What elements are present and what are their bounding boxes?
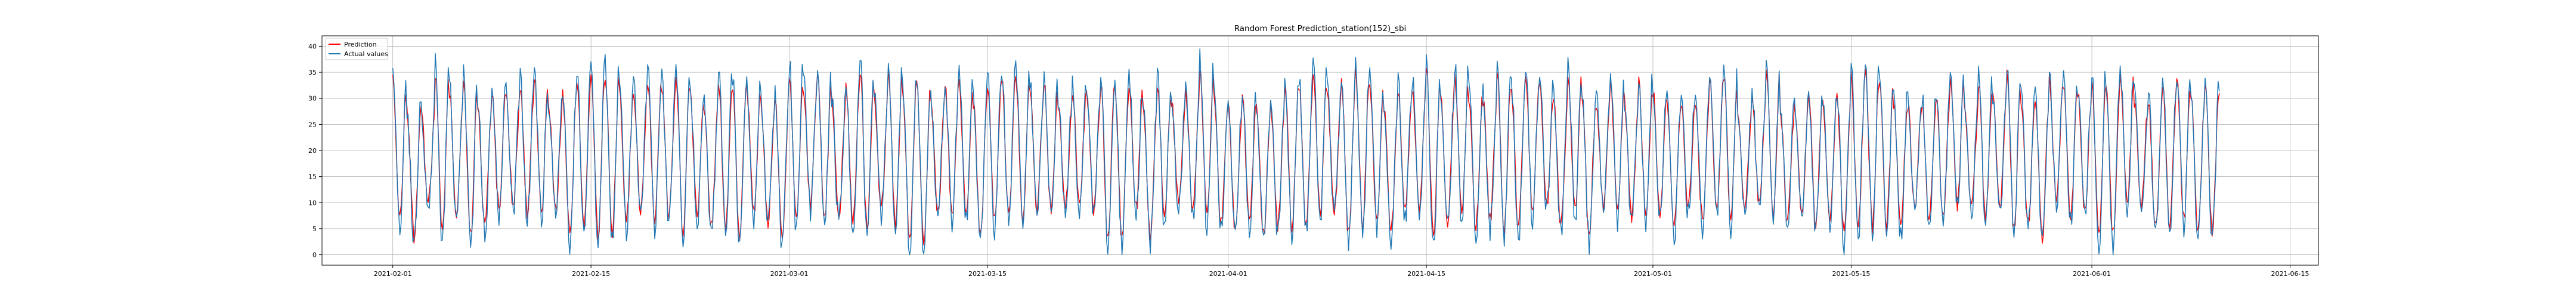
- legend-label-actual-values: Actual values: [344, 50, 388, 58]
- x-tick-label: 2021-03-01: [770, 270, 809, 278]
- y-tick-label: 30: [308, 95, 317, 103]
- y-tick-label: 20: [308, 147, 317, 155]
- y-tick-label: 35: [308, 69, 317, 76]
- y-tick-label: 0: [312, 251, 317, 259]
- x-tick-label: 2021-03-15: [968, 270, 1007, 278]
- legend-box: [325, 38, 388, 60]
- y-tick-label: 5: [312, 225, 317, 233]
- legend: Prediction Actual values: [325, 38, 388, 60]
- chart-title: Random Forest Prediction_station(152)_sb…: [1234, 24, 1407, 33]
- y-tick-label: 10: [308, 199, 317, 207]
- x-axis: 2021-02-01 2021-02-15 2021-03-01 2021-03-15…: [374, 265, 2309, 278]
- series-line-actual-values: [392, 48, 2220, 256]
- y-tick-label: 40: [308, 42, 317, 50]
- y-tick-label: 25: [308, 121, 317, 128]
- x-tick-label: 2021-02-01: [374, 270, 412, 278]
- x-tick-label: 2021-04-15: [1407, 270, 1445, 278]
- x-tick-label: 2021-06-01: [2073, 270, 2111, 278]
- x-tick-label: 2021-04-01: [1209, 270, 1247, 278]
- x-tick-label: 2021-06-15: [2271, 270, 2309, 278]
- legend-label-prediction: Prediction: [344, 41, 377, 48]
- series-layer: [392, 48, 2220, 256]
- x-tick-label: 2021-05-15: [1832, 270, 1870, 278]
- x-tick-label: 2021-02-15: [572, 270, 610, 278]
- y-tick-label: 15: [308, 173, 317, 181]
- plot-area: [392, 48, 2220, 256]
- x-tick-label: 2021-05-01: [1634, 270, 1672, 278]
- y-axis: 0 5 10 15 20 25 30 35 40: [308, 42, 322, 259]
